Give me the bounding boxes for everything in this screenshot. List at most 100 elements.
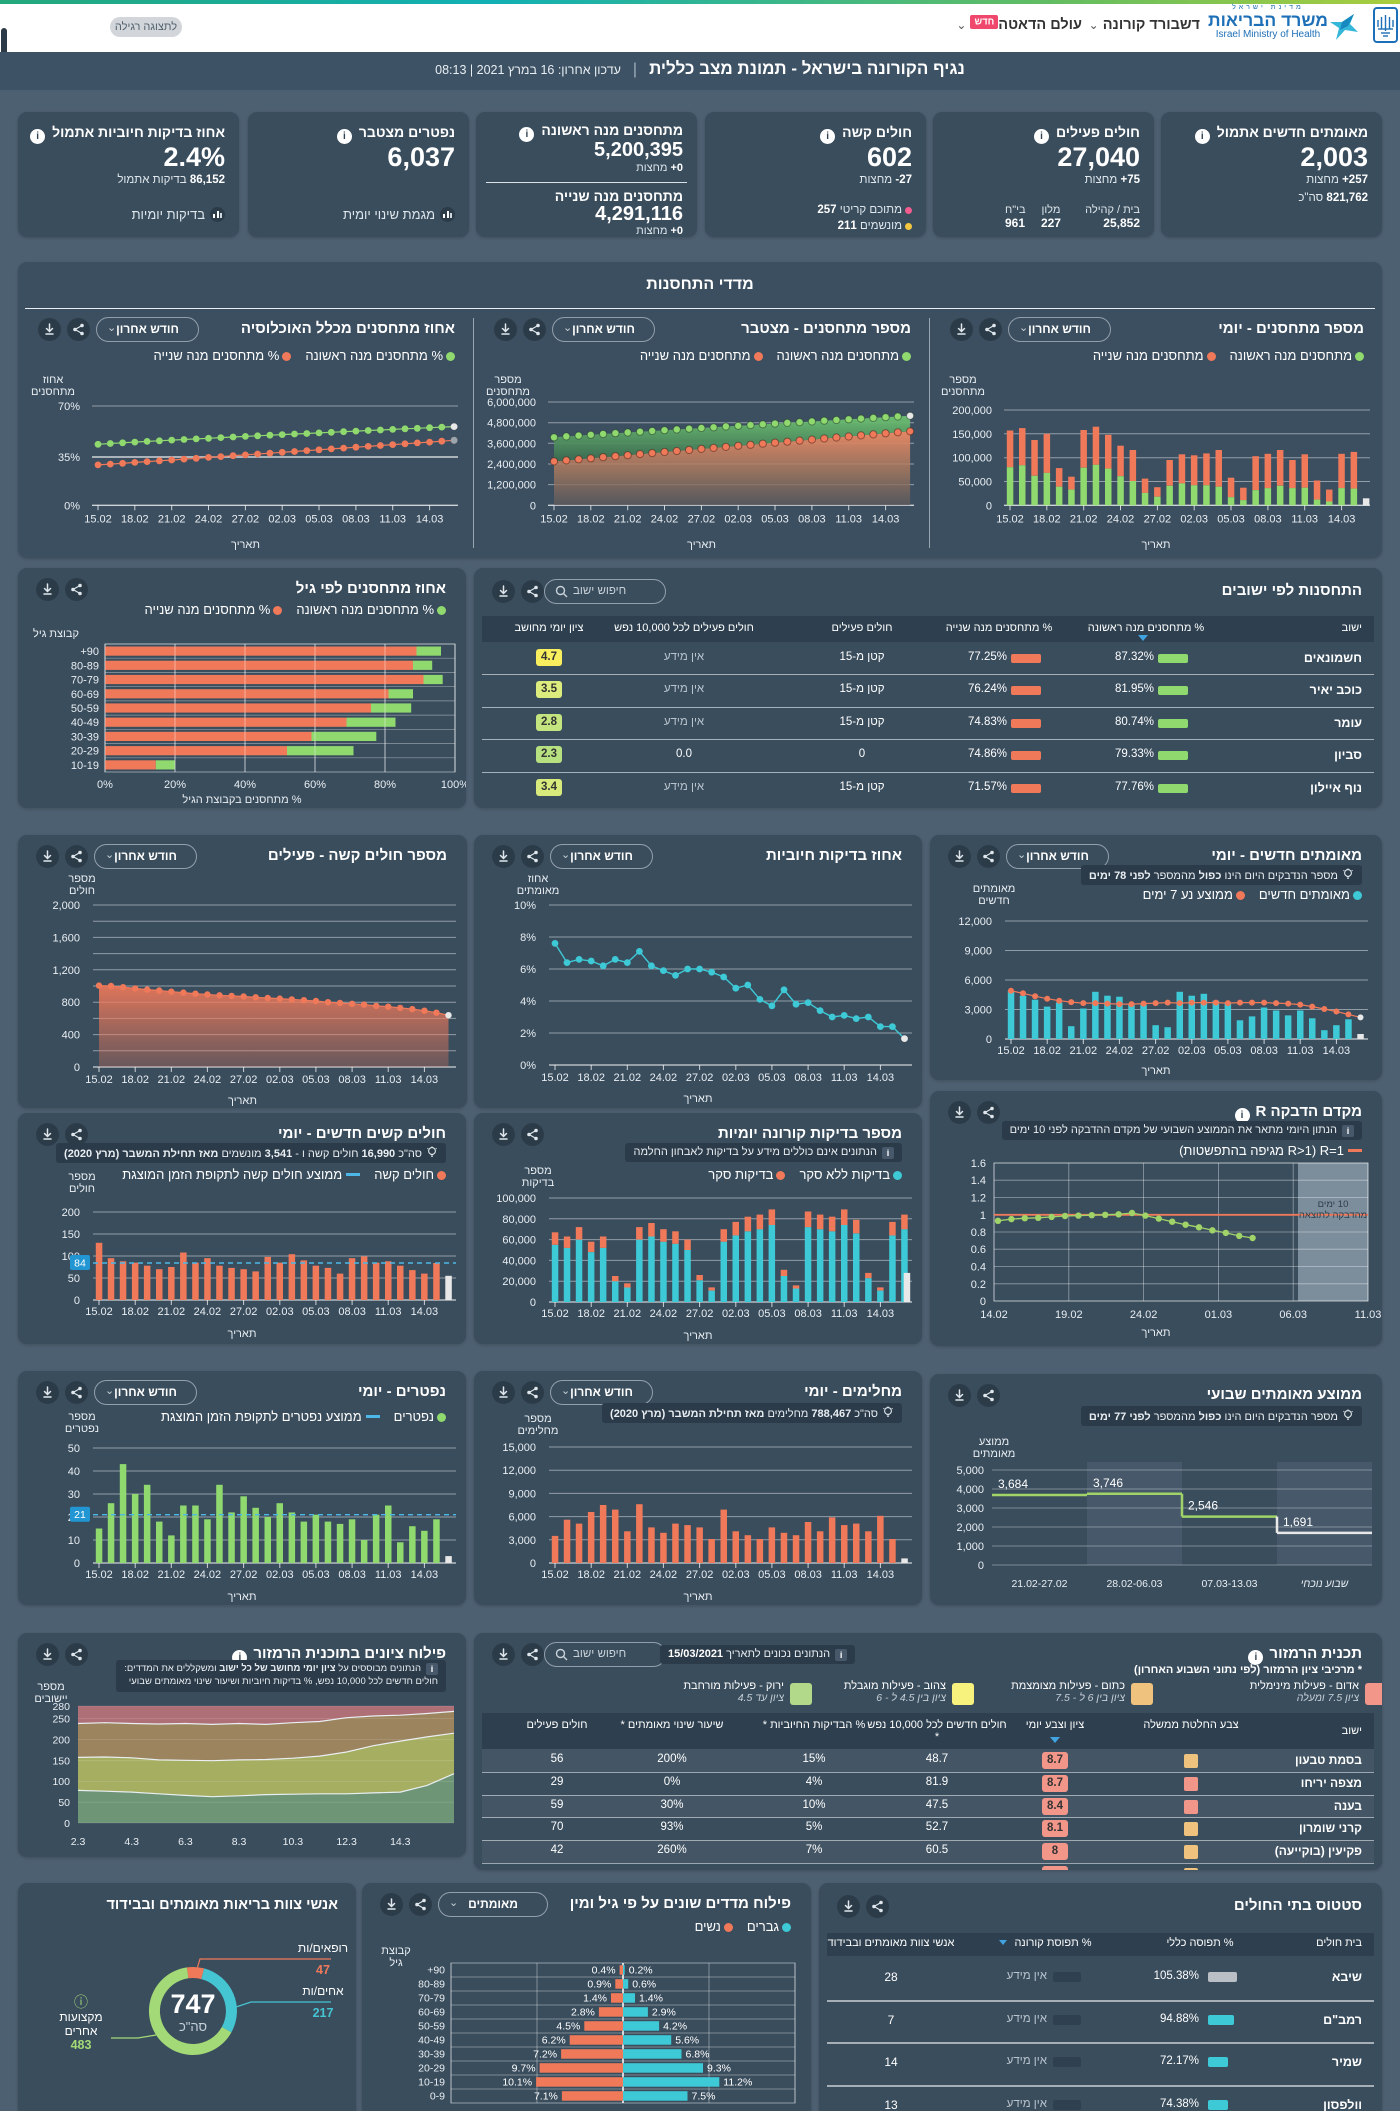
svg-text:4.2%: 4.2% xyxy=(663,2021,687,2033)
svg-text:06.03: 06.03 xyxy=(1279,1309,1307,1321)
svg-text:0: 0 xyxy=(530,500,536,512)
svg-text:60-69: 60-69 xyxy=(71,689,99,701)
svg-text:05.03: 05.03 xyxy=(305,513,333,525)
svg-text:40: 40 xyxy=(68,1466,80,1478)
svg-text:21.02: 21.02 xyxy=(158,513,186,525)
svg-text:24.02: 24.02 xyxy=(650,1308,678,1320)
svg-text:05.03: 05.03 xyxy=(1217,513,1245,525)
svg-text:12,000: 12,000 xyxy=(958,916,992,928)
svg-text:2.9%: 2.9% xyxy=(652,2007,676,2019)
svg-text:4,800,000: 4,800,000 xyxy=(487,418,536,430)
svg-text:2.3: 2.3 xyxy=(71,1836,86,1848)
svg-text:07.03-13.03: 07.03-13.03 xyxy=(1201,1578,1257,1590)
svg-text:40-49: 40-49 xyxy=(418,2035,445,2047)
svg-text:11.03: 11.03 xyxy=(1291,513,1318,525)
svg-text:250: 250 xyxy=(52,1714,70,1726)
svg-text:20%: 20% xyxy=(784,2109,805,2111)
svg-text:84: 84 xyxy=(74,1258,86,1270)
svg-text:80-89: 80-89 xyxy=(418,1979,445,1991)
svg-text:14.3: 14.3 xyxy=(390,1836,411,1848)
svg-text:10.1%: 10.1% xyxy=(502,2077,532,2089)
svg-text:24.02: 24.02 xyxy=(194,1569,222,1581)
svg-text:10-19: 10-19 xyxy=(71,760,99,772)
svg-text:18.02: 18.02 xyxy=(1033,513,1061,525)
svg-text:10%: 10% xyxy=(698,2109,719,2111)
svg-text:30-39: 30-39 xyxy=(418,2049,445,2061)
svg-text:14.03: 14.03 xyxy=(1328,513,1356,525)
svg-text:2,400,000: 2,400,000 xyxy=(487,459,536,471)
svg-text:14.03: 14.03 xyxy=(411,1569,439,1581)
svg-text:14.02: 14.02 xyxy=(980,1309,1008,1321)
svg-text:14.03: 14.03 xyxy=(867,1569,895,1581)
svg-text:21.02: 21.02 xyxy=(614,1308,642,1320)
svg-text:6,000: 6,000 xyxy=(508,1512,536,1524)
svg-text:27.02: 27.02 xyxy=(230,1074,258,1086)
svg-text:20-29: 20-29 xyxy=(71,746,99,758)
svg-text:14.03: 14.03 xyxy=(411,1306,439,1318)
svg-text:2.8%: 2.8% xyxy=(571,2007,595,2019)
svg-text:30: 30 xyxy=(68,1489,80,1501)
svg-text:7.1%: 7.1% xyxy=(534,2091,558,2103)
svg-text:21.02: 21.02 xyxy=(158,1074,186,1086)
svg-text:15.02: 15.02 xyxy=(85,1569,113,1581)
svg-text:10-19: 10-19 xyxy=(418,2077,445,2089)
svg-text:21.02: 21.02 xyxy=(1070,1045,1098,1057)
svg-text:1,200: 1,200 xyxy=(52,965,80,977)
svg-text:21.02: 21.02 xyxy=(614,513,642,525)
svg-text:18.02: 18.02 xyxy=(577,1569,605,1581)
svg-text:0: 0 xyxy=(530,1297,536,1309)
svg-text:10%: 10% xyxy=(514,900,536,912)
svg-text:02.03: 02.03 xyxy=(1178,1045,1206,1057)
svg-text:15,000: 15,000 xyxy=(502,1442,536,1454)
svg-text:50-59: 50-59 xyxy=(71,703,99,715)
svg-text:80%: 80% xyxy=(374,779,396,791)
svg-text:12.3: 12.3 xyxy=(336,1836,357,1848)
svg-text:08.03: 08.03 xyxy=(342,513,370,525)
svg-text:50-59: 50-59 xyxy=(418,2021,445,2033)
svg-text:21.02: 21.02 xyxy=(614,1072,642,1084)
svg-text:28.02-06.03: 28.02-06.03 xyxy=(1106,1578,1162,1590)
svg-text:21.02: 21.02 xyxy=(158,1306,186,1318)
svg-text:8%: 8% xyxy=(520,932,536,944)
svg-text:9.3%: 9.3% xyxy=(707,2063,731,2075)
svg-text:20,000: 20,000 xyxy=(502,1276,536,1288)
svg-text:27.02: 27.02 xyxy=(1142,1045,1170,1057)
svg-text:6.3: 6.3 xyxy=(178,1836,193,1848)
svg-text:0: 0 xyxy=(986,1034,992,1046)
svg-text:11.03: 11.03 xyxy=(379,513,406,525)
svg-text:08.03: 08.03 xyxy=(798,513,826,525)
svg-text:11.03: 11.03 xyxy=(1355,1309,1382,1321)
svg-text:15.02: 15.02 xyxy=(541,1569,569,1581)
svg-text:0%: 0% xyxy=(97,779,113,791)
svg-text:3,000: 3,000 xyxy=(956,1503,984,1515)
svg-text:05.03: 05.03 xyxy=(758,1308,786,1320)
svg-text:27.02: 27.02 xyxy=(230,1569,258,1581)
svg-text:14.03: 14.03 xyxy=(867,1308,895,1320)
svg-text:6.2%: 6.2% xyxy=(542,2035,566,2047)
svg-text:11.03: 11.03 xyxy=(375,1569,402,1581)
svg-text:18.02: 18.02 xyxy=(577,1308,605,1320)
svg-text:200: 200 xyxy=(62,1207,80,1219)
svg-text:10.3: 10.3 xyxy=(283,1836,304,1848)
svg-text:1.2: 1.2 xyxy=(971,1193,986,1205)
svg-text:18.02: 18.02 xyxy=(121,1306,149,1318)
svg-text:0: 0 xyxy=(74,1295,80,1307)
svg-text:24.02: 24.02 xyxy=(1107,513,1135,525)
svg-text:02.03: 02.03 xyxy=(266,1569,294,1581)
svg-text:100,000: 100,000 xyxy=(496,1193,536,1205)
svg-text:1,691: 1,691 xyxy=(1283,1515,1313,1529)
svg-text:70%: 70% xyxy=(58,401,80,413)
svg-text:27.02: 27.02 xyxy=(686,1072,714,1084)
svg-text:0: 0 xyxy=(980,1296,986,1308)
svg-text:15.02: 15.02 xyxy=(997,1045,1025,1057)
svg-text:50,000: 50,000 xyxy=(958,477,992,489)
svg-text:9,000: 9,000 xyxy=(964,946,992,958)
svg-text:1.4%: 1.4% xyxy=(639,1993,663,2005)
svg-text:15.02: 15.02 xyxy=(996,513,1024,525)
svg-text:02.03: 02.03 xyxy=(266,1306,294,1318)
svg-text:21.02-27.02: 21.02-27.02 xyxy=(1011,1578,1067,1590)
svg-text:10: 10 xyxy=(68,1535,80,1547)
svg-text:שבוע נוכחי: שבוע נוכחי xyxy=(1301,1578,1349,1590)
svg-text:0: 0 xyxy=(986,500,992,512)
svg-text:2,000: 2,000 xyxy=(52,900,80,912)
